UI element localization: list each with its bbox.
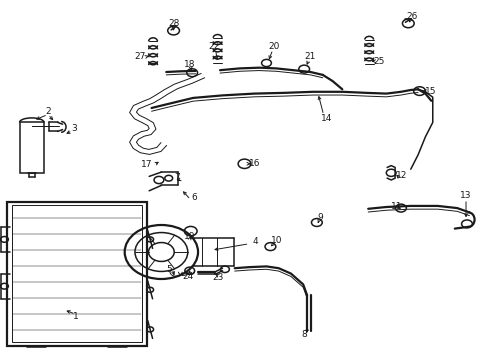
Text: 28: 28 xyxy=(167,19,179,28)
Text: 4: 4 xyxy=(252,238,258,247)
Text: 27: 27 xyxy=(134,52,146,61)
Text: 6: 6 xyxy=(191,193,197,202)
Bar xyxy=(20,122,44,173)
Text: 22: 22 xyxy=(207,42,219,51)
Bar xyxy=(7,202,146,346)
Text: 7: 7 xyxy=(174,173,180,181)
Text: 2: 2 xyxy=(45,107,51,116)
Text: 15: 15 xyxy=(424,86,435,95)
Text: 13: 13 xyxy=(459,191,470,200)
Text: 18: 18 xyxy=(183,59,195,68)
Bar xyxy=(12,205,142,342)
Text: 24: 24 xyxy=(182,272,194,281)
Text: 9: 9 xyxy=(317,212,323,221)
Text: 21: 21 xyxy=(304,52,316,61)
Text: 19: 19 xyxy=(183,232,195,241)
Text: 12: 12 xyxy=(395,171,407,180)
Text: 20: 20 xyxy=(267,41,279,50)
Text: 5: 5 xyxy=(165,265,171,274)
Text: 8: 8 xyxy=(301,330,307,339)
Text: 26: 26 xyxy=(405,12,417,21)
Text: 1: 1 xyxy=(73,312,79,321)
Text: 17: 17 xyxy=(141,161,152,169)
Text: 25: 25 xyxy=(372,57,384,66)
Text: 10: 10 xyxy=(270,236,282,245)
Text: 3: 3 xyxy=(71,124,77,133)
Text: 23: 23 xyxy=(211,273,223,282)
Text: 16: 16 xyxy=(248,159,260,168)
Text: 14: 14 xyxy=(320,113,332,122)
Text: 11: 11 xyxy=(390,202,402,211)
